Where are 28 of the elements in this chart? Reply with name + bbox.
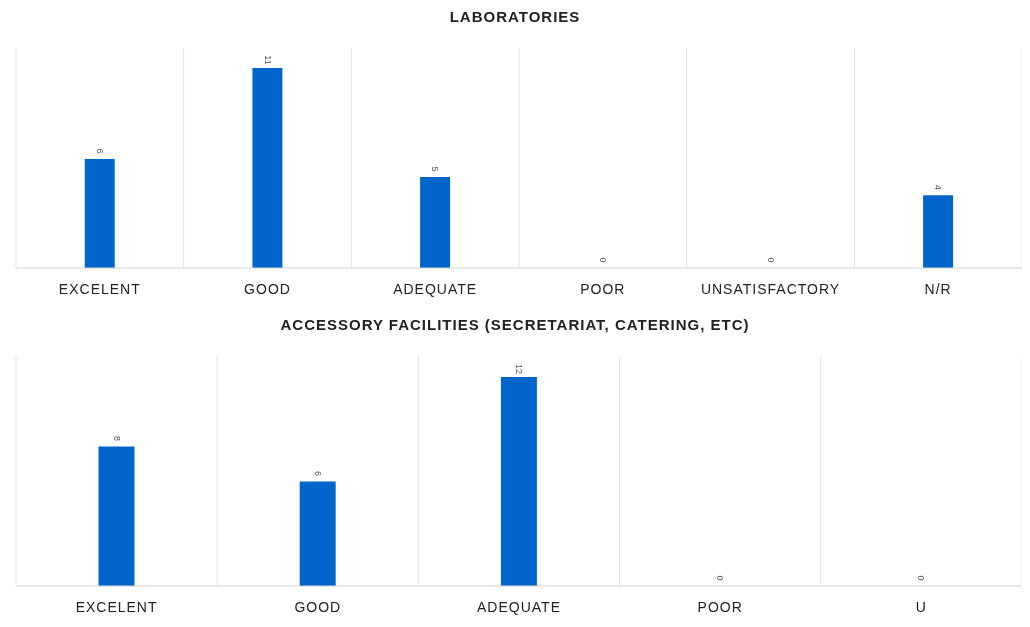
x-tick-label: UNSATISFACTORY (700, 280, 841, 297)
data-label: 0 (916, 575, 927, 581)
bar (252, 68, 283, 268)
data-label: 4 (933, 184, 944, 190)
x-tick-label: EXCELENT (75, 598, 158, 615)
data-label: 0 (715, 575, 726, 581)
x-tick-label: ADEQUATE (477, 598, 561, 615)
bar (420, 177, 451, 268)
data-label: 0 (765, 257, 776, 263)
x-tick-label: GOOD (294, 598, 342, 615)
data-label: 12 (514, 363, 524, 374)
chart-title: LABORATORIES (448, 8, 582, 27)
x-tick-label: U (915, 598, 927, 615)
x-tick-label: POOR (697, 598, 743, 615)
x-tick-label: GOOD (244, 280, 291, 297)
data-label: 5 (430, 166, 441, 172)
data-label: 6 (312, 470, 323, 476)
bar (923, 195, 954, 268)
bar (84, 158, 115, 268)
data-label: 11 (262, 55, 273, 65)
x-tick-label: ADEQUATE (393, 280, 478, 297)
data-label: 0 (597, 257, 608, 263)
x-tick-label: N/R (924, 280, 952, 297)
data-label: 8 (111, 436, 122, 442)
data-label: 6 (94, 148, 105, 154)
x-tick-label: EXCELENT (58, 280, 141, 297)
x-tick-label: POOR (580, 280, 626, 297)
chart-title: ACCESSORY FACILITIES (SECRETARIAT, CATERING, ETC) (279, 316, 751, 335)
